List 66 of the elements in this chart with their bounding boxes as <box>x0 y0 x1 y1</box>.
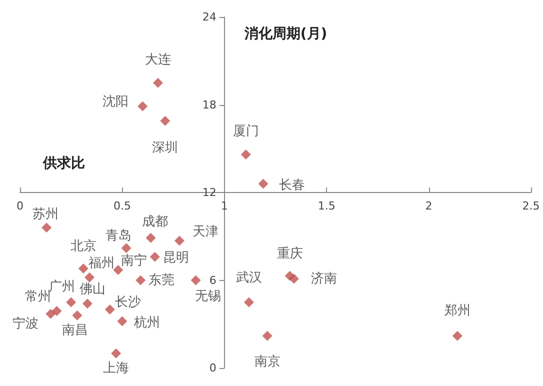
point <box>82 298 92 309</box>
annotation: 青岛 <box>105 228 132 244</box>
annotation: 广州 <box>49 280 76 295</box>
annotation: 上海 <box>103 360 130 376</box>
point <box>46 308 56 319</box>
annotation: 苏州 <box>32 207 59 222</box>
annotation: 郑州 <box>444 303 470 318</box>
y-tick-label: 0 <box>209 362 216 374</box>
point <box>136 275 146 286</box>
annotation: 昆明 <box>162 250 189 266</box>
y-axis-title: 消化周期(月) <box>243 26 328 42</box>
point <box>258 178 268 189</box>
point <box>52 306 62 316</box>
annotation: 天津 <box>192 224 218 240</box>
annotation: 南京 <box>254 354 280 370</box>
point <box>104 304 115 314</box>
point <box>117 316 128 326</box>
point <box>452 330 462 341</box>
y-tick-label: 24 <box>202 10 216 24</box>
point <box>150 252 160 262</box>
annotation: 大连 <box>144 52 171 68</box>
point <box>42 222 52 233</box>
annotation: 无锡 <box>194 288 221 304</box>
point <box>66 297 76 308</box>
annotation: 长沙 <box>114 295 141 310</box>
x-tick-label: 1.5 <box>318 200 336 212</box>
point <box>152 78 163 88</box>
annotation: 厦门 <box>232 122 259 139</box>
point <box>160 116 170 126</box>
annotation: 南昌 <box>62 322 88 338</box>
point <box>174 236 184 246</box>
point <box>240 149 251 160</box>
annotation: 成都 <box>142 214 168 230</box>
point <box>113 265 124 276</box>
x-tick-label: 0.5 <box>113 200 131 212</box>
annotation: 长春 <box>279 178 306 194</box>
x-tick-label: 2.5 <box>522 200 540 212</box>
point <box>84 272 94 282</box>
annotation: 宁波 <box>12 315 39 332</box>
annotation: 武汉 <box>236 270 262 286</box>
annotation: 杭州 <box>133 316 160 331</box>
x-tick-label: 2 <box>425 200 432 212</box>
y-tick-label: 18 <box>202 98 216 112</box>
annotation: 重庆 <box>276 246 303 262</box>
annotation: 东莞 <box>148 272 175 288</box>
annotation: 常州 <box>24 289 51 304</box>
point <box>138 101 148 112</box>
annotation: 南宁 <box>121 252 148 269</box>
x-axis-title: 供求比 <box>42 156 85 172</box>
annotation: 济南 <box>310 271 337 286</box>
point <box>78 264 88 274</box>
point <box>146 232 156 243</box>
point <box>288 274 299 284</box>
annotation: 深圳 <box>152 140 178 156</box>
point <box>244 297 254 308</box>
annotation: 佛山 <box>79 282 106 298</box>
x-tick-label: 0 <box>16 200 24 212</box>
point <box>262 330 272 341</box>
annotation: 福州 <box>88 256 114 271</box>
annotation: 沈阳 <box>102 94 129 110</box>
annotation: 北京 <box>70 239 96 254</box>
point <box>72 310 82 320</box>
point <box>190 275 201 286</box>
point <box>121 243 132 254</box>
y-tick-label: 6 <box>209 274 216 287</box>
point <box>111 348 122 358</box>
